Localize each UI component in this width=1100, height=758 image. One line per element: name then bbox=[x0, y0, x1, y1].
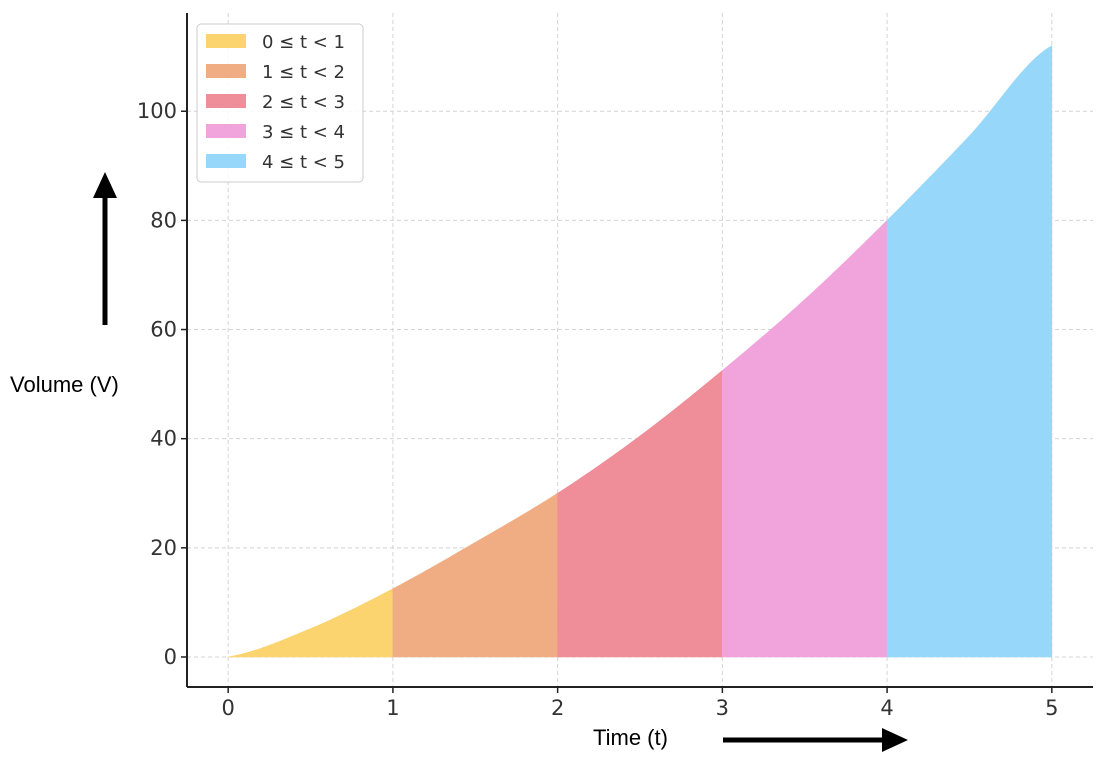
x-direction-arrow bbox=[723, 728, 908, 752]
x-tick-label: 1 bbox=[386, 696, 399, 720]
y-tick-label: 40 bbox=[150, 427, 177, 451]
legend-label: 4 ≤ t < 5 bbox=[262, 152, 345, 173]
legend-swatch bbox=[206, 94, 246, 108]
y-axis-title: Volume (V) bbox=[10, 372, 119, 397]
legend-label: 0 ≤ t < 1 bbox=[262, 32, 345, 53]
area-segments bbox=[227, 45, 1053, 658]
x-tick-label: 2 bbox=[551, 696, 564, 720]
y-tick-label: 0 bbox=[164, 645, 177, 669]
y-tick-label: 100 bbox=[137, 99, 177, 123]
y-tick-label: 20 bbox=[150, 536, 177, 560]
y-tick-label: 60 bbox=[150, 318, 177, 342]
area-segment-2 bbox=[392, 492, 558, 658]
legend-swatch bbox=[206, 64, 246, 78]
y-direction-arrow bbox=[93, 172, 117, 325]
legend-swatch bbox=[206, 124, 246, 138]
area-segment-4 bbox=[722, 219, 888, 658]
area-segment-1 bbox=[227, 588, 394, 658]
area-segment-5 bbox=[886, 45, 1053, 658]
legend-frame bbox=[196, 23, 364, 183]
area-segment-3 bbox=[557, 369, 723, 658]
x-axis-title: Time (t) bbox=[593, 725, 668, 750]
axes bbox=[186, 13, 1093, 688]
legend-label: 2 ≤ t < 3 bbox=[262, 92, 345, 113]
y-tick-label: 80 bbox=[150, 208, 177, 232]
legend-swatch bbox=[206, 154, 246, 168]
legend-swatch bbox=[206, 34, 246, 48]
ticks: 0 1 2 3 4 5 0 20 40 60 80 100 bbox=[137, 99, 1059, 720]
legend: 0 ≤ t < 1 1 ≤ t < 2 2 ≤ t < 3 3 ≤ t < 4 4 ≤ … bbox=[196, 23, 364, 183]
x-tick-label: 4 bbox=[880, 696, 893, 720]
legend-label: 1 ≤ t < 2 bbox=[262, 62, 345, 83]
x-tick-label: 5 bbox=[1045, 696, 1058, 720]
x-tick-label: 0 bbox=[221, 696, 234, 720]
legend-label: 3 ≤ t < 4 bbox=[262, 122, 345, 143]
x-tick-label: 3 bbox=[716, 696, 729, 720]
